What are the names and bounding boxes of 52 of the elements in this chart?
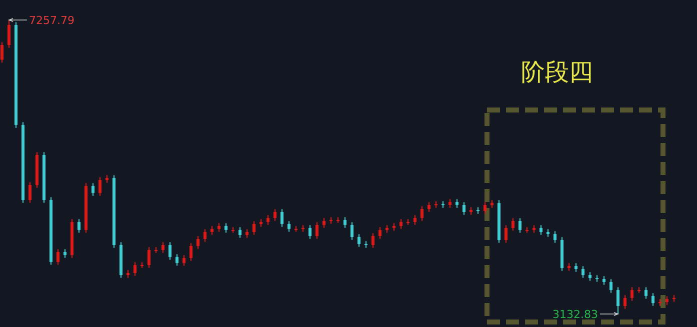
candlestick xyxy=(28,182,32,204)
candlestick xyxy=(224,222,228,234)
candlestick xyxy=(78,218,80,234)
candlestick xyxy=(56,248,60,266)
candlestick xyxy=(196,236,200,250)
candlestick xyxy=(274,208,276,222)
candlestick xyxy=(616,286,620,314)
candlestick xyxy=(8,20,10,48)
annotation: 7257.79 xyxy=(29,14,74,27)
candlestick xyxy=(252,220,256,236)
candlestick xyxy=(0,42,4,64)
candlestick xyxy=(428,202,430,212)
candlestick xyxy=(182,254,186,266)
candlestick xyxy=(624,294,626,310)
candlestick xyxy=(652,292,654,306)
candlestick xyxy=(204,228,206,242)
candlestick xyxy=(134,262,136,276)
candlestick xyxy=(322,218,326,228)
candlestick xyxy=(344,216,346,228)
candlestick xyxy=(414,214,416,226)
candlestick xyxy=(630,286,634,302)
candlestick xyxy=(504,224,508,244)
candlestick xyxy=(378,226,382,240)
candlestick xyxy=(462,202,466,216)
candlestick xyxy=(176,254,178,266)
candlestick xyxy=(540,224,542,236)
candlestick xyxy=(372,232,374,248)
candlestick xyxy=(168,242,172,260)
candlestick xyxy=(420,206,424,222)
candlestick xyxy=(484,202,486,214)
candlestick xyxy=(92,182,94,196)
candlestick xyxy=(148,246,150,268)
candlestick xyxy=(554,230,556,244)
annotation: 3132.83 xyxy=(552,308,598,321)
candlestick xyxy=(266,214,270,226)
candlestick xyxy=(610,278,612,294)
candlestick xyxy=(98,176,102,196)
candlestick xyxy=(518,218,522,234)
candlestick xyxy=(238,226,242,238)
candlestick xyxy=(316,222,318,240)
candlestick xyxy=(190,242,192,262)
candlestick xyxy=(512,218,514,232)
text: 阶段四 xyxy=(521,58,593,86)
candlestick xyxy=(582,266,584,278)
candlestick xyxy=(644,286,648,300)
candlestick xyxy=(280,208,284,228)
candlestick xyxy=(162,242,164,254)
candlestick xyxy=(308,224,312,240)
candlestick xyxy=(358,234,360,248)
candlestick xyxy=(288,220,290,232)
candlestick xyxy=(350,222,354,240)
candlestick xyxy=(400,218,402,230)
